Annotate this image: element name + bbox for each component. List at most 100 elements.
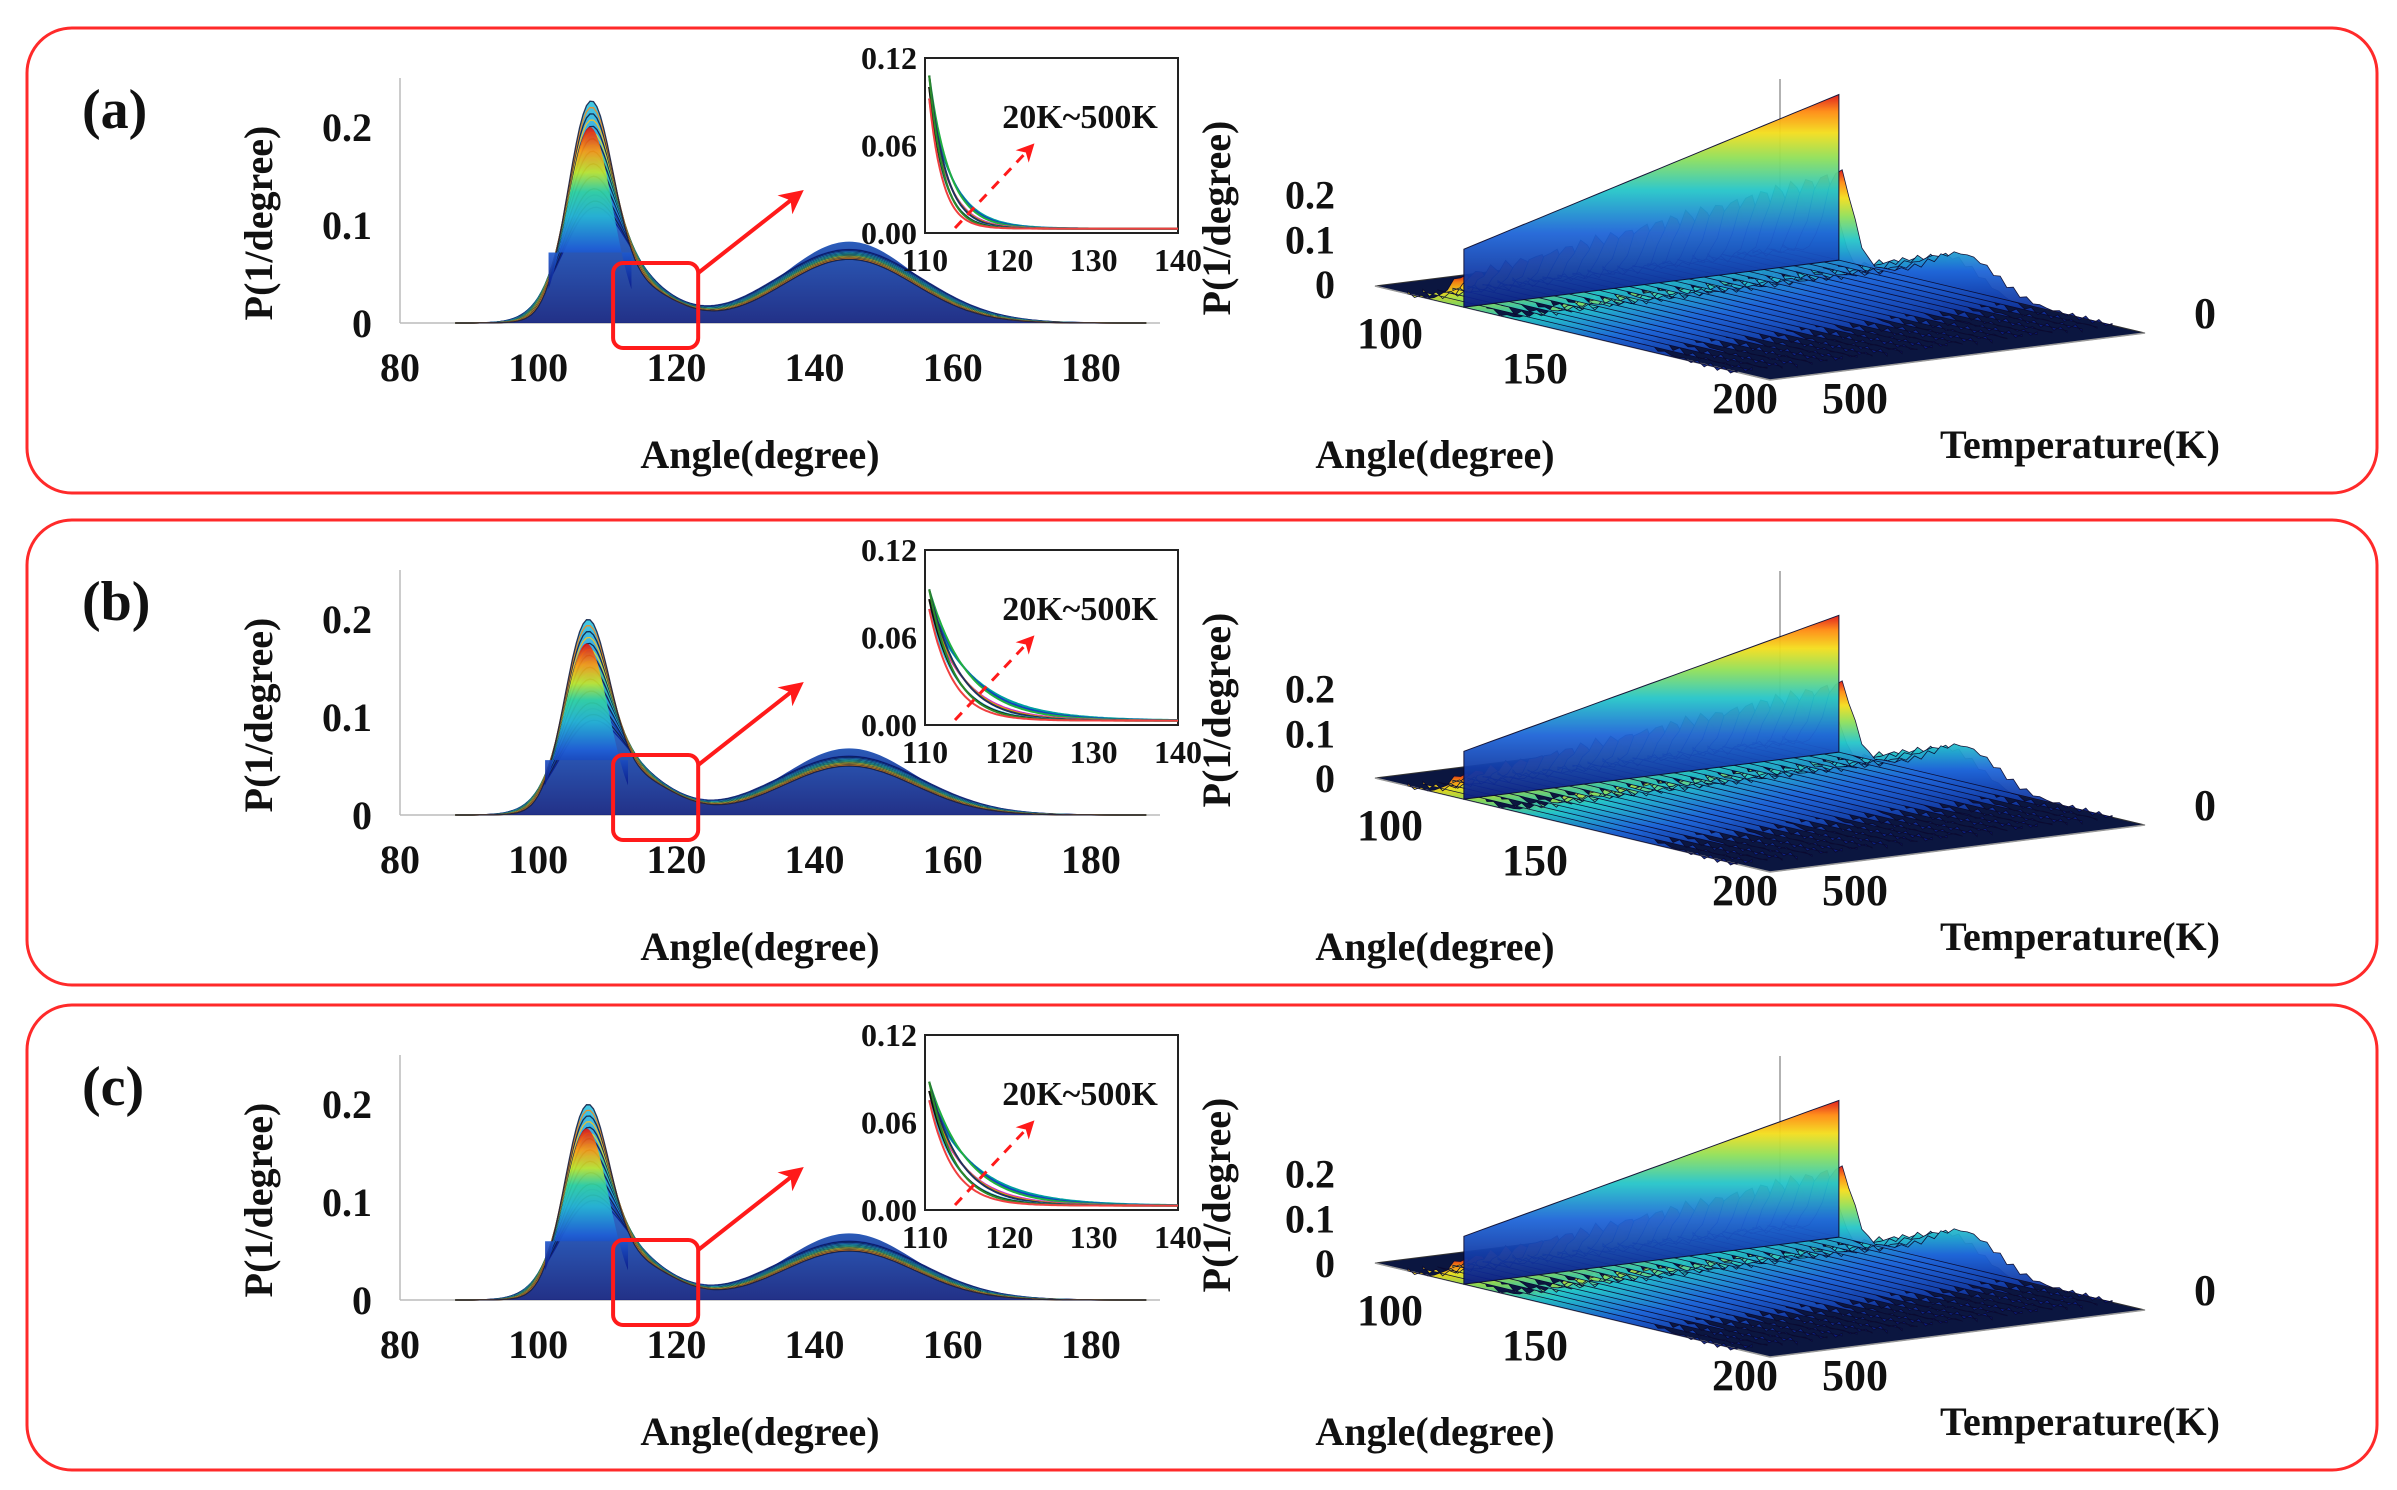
surface-y-label: Temperature(K) xyxy=(1940,1399,2220,1444)
z-tick-label: 0.1 xyxy=(1285,711,1335,756)
zoom-arrow xyxy=(696,190,804,275)
panel-label: (c) xyxy=(82,1056,144,1118)
x-tick-label: 140 xyxy=(785,837,845,882)
inset-x-tick: 130 xyxy=(1070,242,1118,278)
y-tick-label: 0 xyxy=(352,301,372,346)
y-axis-label: P(1/degree) xyxy=(236,1103,281,1298)
inset-trend-arrow xyxy=(953,635,1035,722)
z-tick-label: 0.2 xyxy=(1285,667,1335,712)
surface-z-label: P(1/degree) xyxy=(1194,613,1239,808)
inset-chart: 110 120 130 140 0.00 0.06 0.12 20K~500K xyxy=(861,532,1202,770)
inset-trend-arrow xyxy=(953,143,1035,230)
inset-x-tick: 140 xyxy=(1154,734,1202,770)
x-tick-label: 160 xyxy=(923,837,983,882)
x-tick-label: 180 xyxy=(1061,345,1121,390)
x-tick-label: 80 xyxy=(380,1322,420,1367)
y-tick-label: 0.2 xyxy=(322,597,372,642)
inset-y-tick: 0.06 xyxy=(861,1105,917,1141)
inset-y-tick: 0.00 xyxy=(861,1192,917,1228)
temperature-curve xyxy=(455,1104,1147,1301)
temperature-axis xyxy=(1769,332,2146,381)
z-tick-label: 0.1 xyxy=(1285,1196,1335,1241)
temperature-axis xyxy=(1769,824,2146,873)
z-tick-label: 0 xyxy=(1315,262,1335,307)
inset-y-tick: 0.06 xyxy=(861,620,917,656)
inset-x-tick: 140 xyxy=(1154,1219,1202,1255)
x-tick-label: 100 xyxy=(508,1322,568,1367)
peak-ridge xyxy=(545,1128,628,1271)
inset-x-tick: 110 xyxy=(902,1219,948,1255)
inset-temperature-range: 20K~500K xyxy=(1002,591,1158,628)
surface-x-label: Angle(degree) xyxy=(1315,432,1554,477)
surface-y-label: Temperature(K) xyxy=(1940,422,2220,467)
y-tick-label: 0.2 xyxy=(322,1082,372,1127)
zoom-box xyxy=(611,261,701,350)
temperature-tick-label: 500 xyxy=(1822,374,1888,423)
z-tick-label: 0 xyxy=(1315,756,1335,801)
angle-tick-label: 150 xyxy=(1502,344,1568,393)
x-tick-label: 160 xyxy=(923,345,983,390)
inset-y-tick: 0.12 xyxy=(861,40,917,76)
x-axis-label: Angle(degree) xyxy=(640,924,879,969)
temperature-tick-label: 0 xyxy=(2194,289,2216,338)
temperature-curve xyxy=(455,100,1147,324)
zoom-arrow xyxy=(696,682,804,767)
z-tick-label: 0.2 xyxy=(1285,173,1335,218)
x-tick-label: 120 xyxy=(646,1322,706,1367)
inset-y-tick: 0.00 xyxy=(861,215,917,251)
inset-curve xyxy=(928,98,1178,230)
inset-temperature-range: 20K~500K xyxy=(1002,99,1158,136)
surface-x-label: Angle(degree) xyxy=(1315,1409,1554,1454)
y-tick-label: 0.1 xyxy=(322,203,372,248)
x-tick-label: 140 xyxy=(785,1322,845,1367)
x-tick-label: 180 xyxy=(1061,1322,1121,1367)
x-axis-label: Angle(degree) xyxy=(640,432,879,477)
panel-border xyxy=(25,1003,2379,1472)
y-tick-label: 0.2 xyxy=(322,105,372,150)
temperature-tick-label: 500 xyxy=(1822,866,1888,915)
distribution-chart: 80 100 120 140 160 180 0 0.1 0.2 Angle(degree) P(1… xyxy=(236,570,1160,969)
inset-x-tick: 120 xyxy=(985,734,1033,770)
panel-border xyxy=(25,26,2379,495)
peak-ridge xyxy=(548,127,632,290)
panel-a: (a)80 100 120 140 160 18000.10.2Angle(degree)… xyxy=(25,26,2379,495)
z-tick-label: 0.2 xyxy=(1285,1152,1335,1197)
temperature-curve xyxy=(455,619,1147,816)
inset-x-tick: 120 xyxy=(985,242,1033,278)
x-tick-label: 120 xyxy=(646,837,706,882)
inset-y-tick: 0.06 xyxy=(861,128,917,164)
inset-x-tick: 110 xyxy=(902,734,948,770)
inset-chart: 110 120 130 140 0.00 0.06 0.12 20K~500K xyxy=(861,40,1202,278)
inset-y-tick: 0.12 xyxy=(861,1017,917,1053)
inset-x-tick: 140 xyxy=(1154,242,1202,278)
y-axis-label: P(1/degree) xyxy=(236,618,281,813)
x-tick-label: 100 xyxy=(508,345,568,390)
inset-x-tick: 130 xyxy=(1070,1219,1118,1255)
x-axis-label: Angle(degree) xyxy=(640,1409,879,1454)
temperature-tick-label: 500 xyxy=(1822,1351,1888,1400)
angle-tick-label: 200 xyxy=(1712,1351,1778,1400)
zoom-arrow xyxy=(696,1167,804,1252)
inset-x-tick: 110 xyxy=(902,242,948,278)
inset-x-tick: 130 xyxy=(1070,734,1118,770)
x-tick-label: 180 xyxy=(1061,837,1121,882)
y-tick-label: 0.1 xyxy=(322,695,372,740)
y-tick-label: 0.1 xyxy=(322,1180,372,1225)
surface-y-label: Temperature(K) xyxy=(1940,914,2220,959)
inset-frame xyxy=(924,1034,1179,1211)
x-tick-label: 140 xyxy=(785,345,845,390)
inset-y-tick: 0.00 xyxy=(861,707,917,743)
angle-tick-label: 100 xyxy=(1357,801,1423,850)
inset-x-tick: 120 xyxy=(985,1219,1033,1255)
angle-tick-label: 100 xyxy=(1357,309,1423,358)
z-tick-label: 0 xyxy=(1315,1241,1335,1286)
y-tick-label: 0 xyxy=(352,1278,372,1323)
x-tick-label: 80 xyxy=(380,345,420,390)
inset-frame xyxy=(924,549,1179,726)
temperature-axis xyxy=(1769,1309,2146,1358)
inset-y-tick: 0.12 xyxy=(861,532,917,568)
